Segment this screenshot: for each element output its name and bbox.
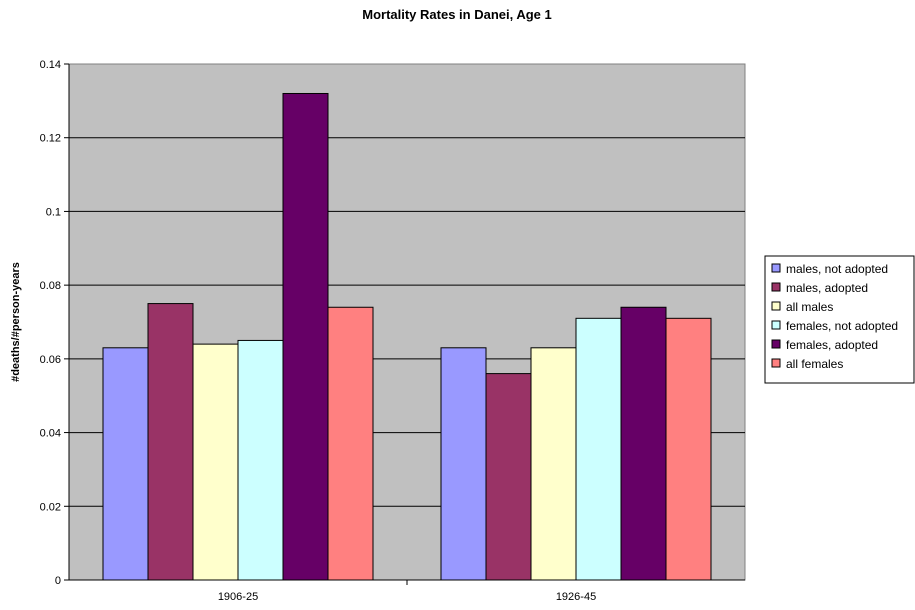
y-ticks: 0 0.02 0.04 0.06 0.08 0.1 0.12 0.14 [40, 59, 69, 587]
bar [102, 347, 149, 581]
legend-label: all males [786, 300, 833, 314]
x-tick-label: 1926-45 [556, 591, 596, 603]
legend-swatch [771, 358, 781, 368]
bar [485, 373, 532, 581]
bar [237, 339, 284, 581]
legend-swatch [771, 282, 781, 292]
y-tick-label: 0 [55, 575, 61, 587]
x-tick-label: 1906-25 [218, 591, 258, 603]
legend-label: males, adopted [786, 281, 868, 295]
y-tick-label: 0.04 [40, 428, 61, 440]
bar [147, 303, 194, 581]
legend-swatch [771, 301, 781, 311]
bar [440, 347, 487, 581]
y-tick-label: 0.14 [40, 59, 61, 71]
bar [327, 306, 374, 581]
legend-swatch [771, 339, 781, 349]
bar [665, 317, 712, 581]
chart-title: Mortality Rates in Danei, Age 1 [362, 7, 552, 22]
legend-swatch [771, 263, 781, 273]
bar [620, 306, 667, 581]
legend-swatch [771, 320, 781, 330]
y-tick-label: 0.1 [46, 206, 61, 218]
bar [530, 347, 577, 581]
bar [192, 343, 239, 581]
legend-label: females, not adopted [786, 319, 898, 333]
y-axis-title: #deaths/#person-years [10, 262, 22, 382]
x-ticks: 1906-25 1926-45 [218, 580, 596, 603]
bar [575, 317, 622, 581]
bar [282, 92, 329, 581]
legend-label: males, not adopted [786, 262, 888, 276]
legend: males, not adopted males, adopted all male… [764, 255, 915, 384]
y-tick-label: 0.02 [40, 501, 61, 513]
legend-box [764, 255, 915, 384]
y-tick-label: 0.08 [40, 280, 61, 292]
legend-label: females, adopted [786, 338, 878, 352]
y-tick-label: 0.06 [40, 354, 61, 366]
legend-label: all females [786, 357, 843, 371]
bars [102, 92, 712, 581]
y-tick-label: 0.12 [40, 133, 61, 145]
